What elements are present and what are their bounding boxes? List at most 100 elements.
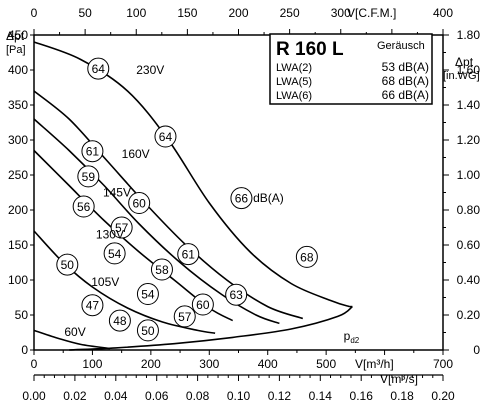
noise-marker-label: 57 [115,221,129,235]
noise-marker-circle [136,319,159,342]
y-right-tick-label: 1.00 [457,168,481,182]
x-bottom-tick-label: 100 [82,357,102,371]
noise-marker-label: 54 [108,247,122,261]
y-right-tick-label: 1.20 [457,133,481,147]
noise-marker-circle [173,305,196,328]
noise-marker-circle [230,187,253,210]
noise-marker-circle [56,253,79,276]
curve-labels: 230V 160V 145V 130V 105V 60V dB(A) pd2 [64,63,359,345]
system-curve-label-main: p [344,329,351,343]
x-bottom-tick-label: 300 [199,357,219,371]
curve-label: 145V [103,186,131,200]
noise-marker-label: 48 [113,314,127,328]
fan-curve-60v [33,329,111,350]
noise-marker-label: 50 [61,258,75,272]
noise-marker-label: 61 [86,145,100,159]
noise-marker-label: 60 [196,298,210,312]
noise-marker-circle [103,242,126,265]
noise-marker-label: 64 [92,62,106,76]
noise-marker-label: 66 [235,192,249,206]
x-bottom2-tick-label: 0.04 [104,389,128,403]
curve-label: 160V [122,147,150,161]
noise-marker-label: 59 [82,170,96,184]
noise-marker-circle [191,293,214,316]
axis-titles: Δpt [Pa] Δpt [in.WG] V[C.F.M.] V[m³/h] V… [6,6,480,386]
x-bottom2-tick-label: 0.08 [186,389,210,403]
noise-marker-circle [72,195,95,218]
x-bottom2-tick-label: 0.20 [431,389,455,403]
noise-markers: 64 64 66 68 61 60 61 63 59 57 58 60 56 54 54 57 50 47 48 50 [56,57,318,342]
noise-marker-label: 57 [178,310,192,324]
noise-marker-circle [87,57,110,80]
noise-marker-circle [150,258,173,281]
y-right-unit: [in.WG] [443,70,480,82]
noise-marker-label: 50 [141,324,155,338]
x-top-tick-label: 150 [177,6,197,20]
x-top-tick-label: 50 [78,6,92,20]
system-curve-pd2 [69,305,353,351]
x-top-tick-label: 400 [433,6,453,20]
y-right-title: Δpt [455,55,474,69]
x-bottom2-tick-label: 0.16 [350,389,374,403]
y-left-tick-label: 0 [21,343,28,357]
y-right-tick-label: 0.40 [457,273,481,287]
curve-label: 60V [64,325,85,339]
x-bottom-tick-label: 700 [433,357,453,371]
noise-marker-circle [81,294,104,317]
y-right-tick-label: 1.80 [457,28,481,42]
system-curve-label: pd2 [344,329,360,345]
noise-marker-circle [225,283,248,306]
y-right-tick-label: 1.40 [457,98,481,112]
fan-curve-145v [33,118,280,325]
x-bottom2-title: V[m³/s] [380,372,418,386]
tick-labels: 05010015020025030035040045000.200.400.60… [8,6,480,403]
x-bottom2-tick-label: 0.10 [227,389,251,403]
noise-marker-label: 64 [159,130,173,144]
noise-value-3: 66 dB(A) [382,88,429,102]
y-left-tick-label: 450 [8,28,28,42]
x-bottom2-tick-label: 0.14 [309,389,333,403]
curve-label: dB(A) [253,191,284,205]
noise-marker-circle [136,283,159,305]
noise-label-3: LWA(6) [276,90,312,102]
model-title: R 160 L [276,39,344,60]
x-bottom-tick-label: 400 [258,357,278,371]
y-left-tick-label: 400 [8,63,28,77]
noise-marker-label: 58 [155,263,169,277]
x-bottom-tick-label: 500 [316,357,336,371]
noise-marker-circle [295,245,318,268]
info-box: R 160 L Geräusch LWA(2) 53 dB(A) LWA(5) … [269,33,433,105]
y-left-title: Δpt [6,29,25,43]
y-left-tick-label: 300 [8,133,28,147]
x-bottom-title: V[m³/h] [355,357,394,371]
y-left-tick-label: 100 [8,273,28,287]
x-bottom2-tick-label: 0.12 [268,389,292,403]
y-left-unit: [Pa] [6,44,26,56]
y-left-tick-label: 350 [8,98,28,112]
noise-marker-circle [177,243,200,266]
x-top-tick-label: 0 [31,6,38,20]
curve-label: 130V [96,228,124,242]
noise-value-1: 53 dB(A) [382,60,429,74]
noise-marker-label: 63 [229,288,243,302]
y-right-tick-label: 1.60 [457,63,481,77]
noise-marker-circle [81,140,104,163]
y-left-tick-label: 250 [8,168,28,182]
x-top-title: V[C.F.M.] [347,6,396,20]
y-right-tick-label: 0 [473,343,480,357]
noise-marker-label: 60 [132,197,146,211]
noise-value-2: 68 dB(A) [382,74,429,88]
noise-marker-circle [154,125,177,148]
y-left-tick-label: 200 [8,203,28,217]
fan-curve-160v [33,90,304,320]
x-bottom2-tick-label: 0.18 [390,389,414,403]
noise-marker-label: 56 [77,200,91,214]
y-right-tick-label: 0.60 [457,238,481,252]
noise-marker-circle [128,192,151,214]
axes [30,29,449,381]
y-right-tick-label: 0.80 [457,203,481,217]
x-bottom2-tick-label: 0.06 [145,389,169,403]
noise-label-1: LWA(2) [276,62,312,74]
